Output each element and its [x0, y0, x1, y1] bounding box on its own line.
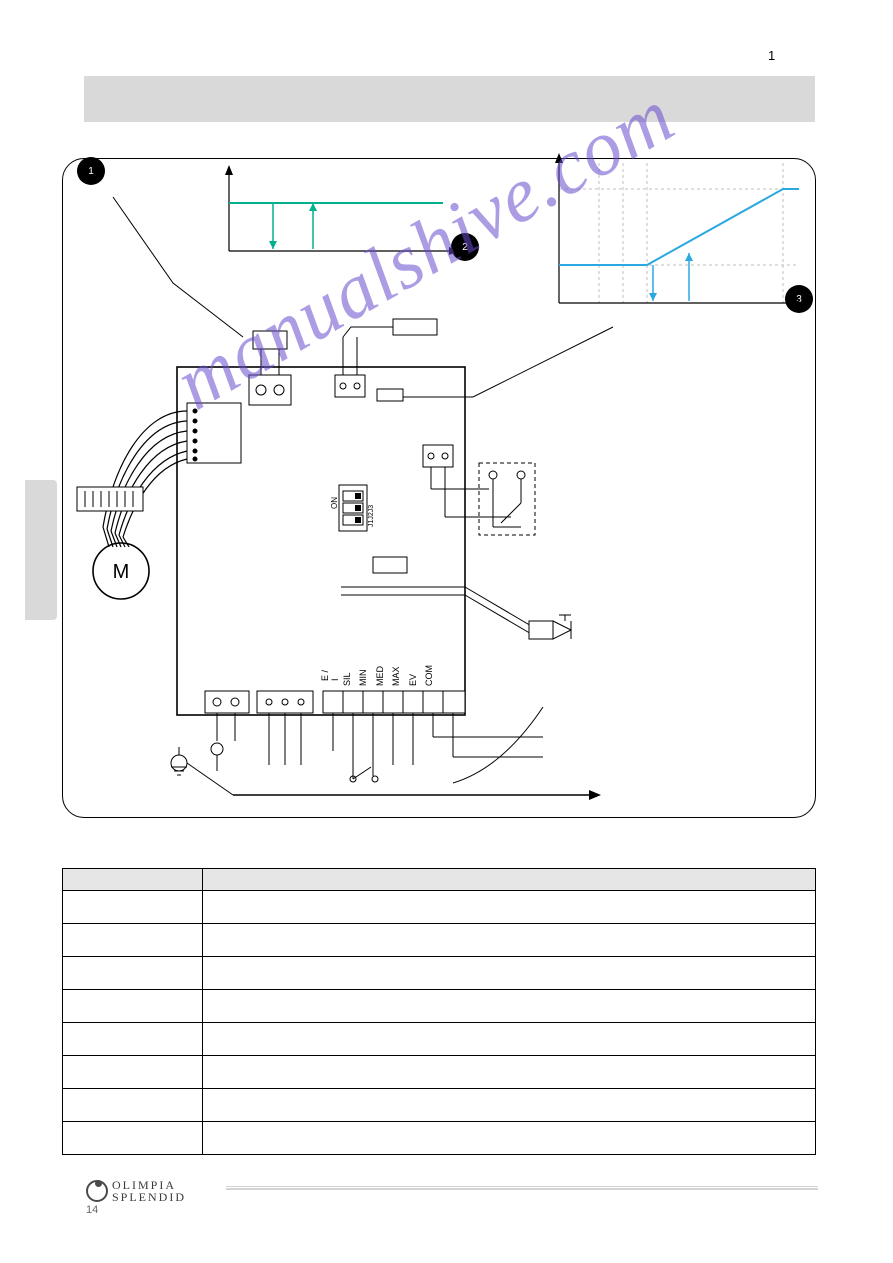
- table-row: [63, 924, 816, 957]
- table-header-row: [63, 869, 816, 891]
- header-banner: [84, 76, 815, 122]
- dip-switch: ON J1J2J3: [330, 485, 375, 531]
- svg-text:J1J2J3: J1J2J3: [368, 505, 375, 527]
- ground-icon: [171, 747, 187, 775]
- table-row: [63, 957, 816, 990]
- brand-logo: OLIMPIA SPLENDID: [86, 1179, 186, 1203]
- logo-icon: [86, 1180, 108, 1202]
- valve-icon: [529, 615, 571, 639]
- terminal-labels: E / I SIL MIN MED MAX EV COM: [323, 664, 436, 684]
- table-row: [63, 990, 816, 1023]
- chapter-side-tab: [25, 480, 57, 620]
- table-row: [63, 891, 816, 924]
- page-number-bottom: 14: [86, 1204, 98, 1216]
- table-row: [63, 1023, 816, 1056]
- logo-line2: SPLENDID: [112, 1191, 186, 1203]
- page-number-top: 1: [768, 48, 775, 63]
- motor-label: M: [113, 561, 130, 583]
- circuit-board-drawing: M: [73, 167, 813, 817]
- wiring-diagram-panel: 1 2 3: [62, 158, 816, 818]
- table-row: [63, 1089, 816, 1122]
- footer-rule: [226, 1186, 818, 1190]
- dip-on-label: ON: [330, 497, 339, 509]
- legend-table: [62, 868, 816, 1155]
- table-row: [63, 1122, 816, 1155]
- page-root: 1 1 2 3: [0, 0, 893, 1263]
- table-row: [63, 1056, 816, 1089]
